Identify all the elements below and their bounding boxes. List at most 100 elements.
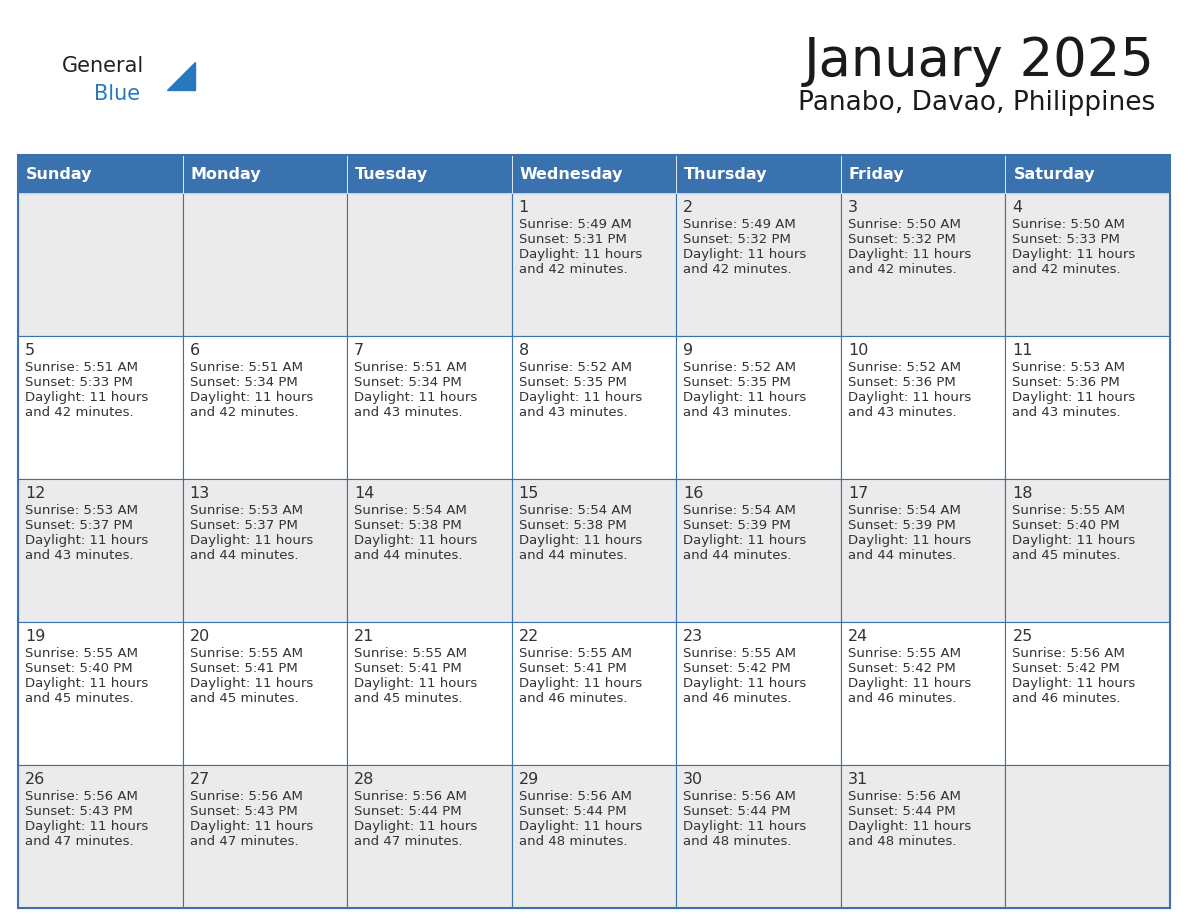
Text: Sunset: 5:41 PM: Sunset: 5:41 PM — [519, 662, 626, 675]
Text: Sunset: 5:39 PM: Sunset: 5:39 PM — [848, 519, 955, 532]
Bar — [676, 479, 841, 622]
Text: Monday: Monday — [190, 166, 261, 182]
Text: Daylight: 11 hours: Daylight: 11 hours — [25, 677, 148, 690]
Text: 8: 8 — [519, 343, 529, 358]
Text: and 42 minutes.: and 42 minutes. — [519, 263, 627, 276]
Text: and 47 minutes.: and 47 minutes. — [190, 835, 298, 848]
Text: and 47 minutes.: and 47 minutes. — [25, 835, 133, 848]
Bar — [841, 479, 1005, 622]
Text: Sunset: 5:34 PM: Sunset: 5:34 PM — [190, 376, 297, 389]
Text: Sunrise: 5:50 AM: Sunrise: 5:50 AM — [848, 218, 961, 231]
Bar — [1005, 479, 1170, 622]
Text: Sunrise: 5:56 AM: Sunrise: 5:56 AM — [519, 790, 632, 803]
Text: Daylight: 11 hours: Daylight: 11 hours — [1012, 391, 1136, 404]
Text: Friday: Friday — [849, 166, 904, 182]
Bar — [512, 336, 676, 479]
Text: Wednesday: Wednesday — [519, 166, 623, 182]
Bar — [512, 765, 676, 908]
Text: Daylight: 11 hours: Daylight: 11 hours — [848, 677, 971, 690]
Text: Sunset: 5:44 PM: Sunset: 5:44 PM — [519, 805, 626, 818]
Bar — [18, 765, 183, 908]
Text: Sunrise: 5:50 AM: Sunrise: 5:50 AM — [1012, 218, 1125, 231]
Text: Daylight: 11 hours: Daylight: 11 hours — [683, 248, 807, 261]
Bar — [1005, 622, 1170, 765]
Bar — [512, 479, 676, 622]
Polygon shape — [168, 62, 195, 90]
Text: and 48 minutes.: and 48 minutes. — [683, 835, 791, 848]
Text: Sunset: 5:37 PM: Sunset: 5:37 PM — [190, 519, 297, 532]
Bar — [347, 765, 512, 908]
Text: Daylight: 11 hours: Daylight: 11 hours — [683, 677, 807, 690]
Text: 23: 23 — [683, 629, 703, 644]
Bar — [18, 193, 183, 336]
Text: and 43 minutes.: and 43 minutes. — [683, 406, 792, 419]
Bar — [1005, 193, 1170, 336]
Text: Sunrise: 5:49 AM: Sunrise: 5:49 AM — [519, 218, 632, 231]
Text: and 47 minutes.: and 47 minutes. — [354, 835, 463, 848]
Text: and 42 minutes.: and 42 minutes. — [848, 263, 956, 276]
Text: Daylight: 11 hours: Daylight: 11 hours — [25, 391, 148, 404]
Text: and 43 minutes.: and 43 minutes. — [1012, 406, 1121, 419]
Text: Tuesday: Tuesday — [355, 166, 428, 182]
Text: Sunset: 5:40 PM: Sunset: 5:40 PM — [1012, 519, 1120, 532]
Text: and 46 minutes.: and 46 minutes. — [683, 692, 791, 705]
Text: Daylight: 11 hours: Daylight: 11 hours — [190, 391, 312, 404]
Text: Sunrise: 5:56 AM: Sunrise: 5:56 AM — [354, 790, 467, 803]
Text: Daylight: 11 hours: Daylight: 11 hours — [354, 820, 478, 833]
Text: Sunset: 5:44 PM: Sunset: 5:44 PM — [848, 805, 955, 818]
Text: Sunset: 5:32 PM: Sunset: 5:32 PM — [683, 233, 791, 246]
Text: Sunrise: 5:53 AM: Sunrise: 5:53 AM — [190, 504, 303, 517]
Bar — [18, 155, 1170, 908]
Text: Sunrise: 5:54 AM: Sunrise: 5:54 AM — [683, 504, 796, 517]
Text: Daylight: 11 hours: Daylight: 11 hours — [190, 534, 312, 547]
Bar — [183, 765, 347, 908]
Text: Sunrise: 5:51 AM: Sunrise: 5:51 AM — [190, 361, 303, 374]
Text: Sunrise: 5:52 AM: Sunrise: 5:52 AM — [683, 361, 796, 374]
Bar — [183, 622, 347, 765]
Text: Sunset: 5:31 PM: Sunset: 5:31 PM — [519, 233, 626, 246]
Text: 22: 22 — [519, 629, 539, 644]
Text: and 42 minutes.: and 42 minutes. — [190, 406, 298, 419]
Text: and 44 minutes.: and 44 minutes. — [354, 549, 462, 562]
Text: Sunset: 5:38 PM: Sunset: 5:38 PM — [519, 519, 626, 532]
Text: and 44 minutes.: and 44 minutes. — [848, 549, 956, 562]
Text: Sunrise: 5:54 AM: Sunrise: 5:54 AM — [519, 504, 632, 517]
Text: Sunset: 5:37 PM: Sunset: 5:37 PM — [25, 519, 133, 532]
Text: Sunrise: 5:55 AM: Sunrise: 5:55 AM — [354, 647, 467, 660]
Text: and 46 minutes.: and 46 minutes. — [519, 692, 627, 705]
Text: and 43 minutes.: and 43 minutes. — [25, 549, 133, 562]
Text: 26: 26 — [25, 772, 45, 787]
Bar — [841, 336, 1005, 479]
Text: 30: 30 — [683, 772, 703, 787]
Text: Sunset: 5:44 PM: Sunset: 5:44 PM — [683, 805, 791, 818]
Bar — [676, 155, 841, 193]
Text: Sunrise: 5:55 AM: Sunrise: 5:55 AM — [190, 647, 303, 660]
Text: and 45 minutes.: and 45 minutes. — [190, 692, 298, 705]
Text: Sunset: 5:36 PM: Sunset: 5:36 PM — [848, 376, 955, 389]
Text: 15: 15 — [519, 486, 539, 501]
Text: 19: 19 — [25, 629, 45, 644]
Bar — [512, 155, 676, 193]
Bar — [18, 479, 183, 622]
Text: Daylight: 11 hours: Daylight: 11 hours — [848, 248, 971, 261]
Text: Sunset: 5:33 PM: Sunset: 5:33 PM — [1012, 233, 1120, 246]
Text: Daylight: 11 hours: Daylight: 11 hours — [519, 534, 642, 547]
Text: Sunset: 5:41 PM: Sunset: 5:41 PM — [354, 662, 462, 675]
Text: Daylight: 11 hours: Daylight: 11 hours — [519, 677, 642, 690]
Bar — [347, 193, 512, 336]
Bar — [18, 155, 183, 193]
Bar — [347, 479, 512, 622]
Text: Sunset: 5:33 PM: Sunset: 5:33 PM — [25, 376, 133, 389]
Bar — [183, 336, 347, 479]
Text: Daylight: 11 hours: Daylight: 11 hours — [683, 534, 807, 547]
Text: and 48 minutes.: and 48 minutes. — [519, 835, 627, 848]
Text: and 44 minutes.: and 44 minutes. — [190, 549, 298, 562]
Text: Sunrise: 5:56 AM: Sunrise: 5:56 AM — [848, 790, 961, 803]
Text: and 43 minutes.: and 43 minutes. — [354, 406, 463, 419]
Text: Sunset: 5:39 PM: Sunset: 5:39 PM — [683, 519, 791, 532]
Bar — [183, 479, 347, 622]
Text: Sunset: 5:43 PM: Sunset: 5:43 PM — [25, 805, 133, 818]
Text: Sunset: 5:32 PM: Sunset: 5:32 PM — [848, 233, 955, 246]
Text: General: General — [62, 56, 144, 76]
Text: 18: 18 — [1012, 486, 1032, 501]
